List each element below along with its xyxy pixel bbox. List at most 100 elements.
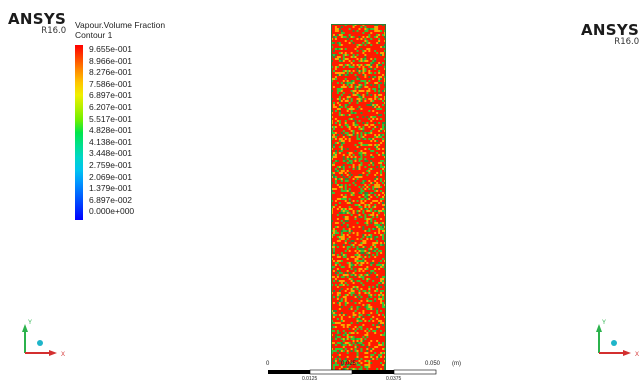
contour-cell [370, 316, 373, 319]
contour-cell [372, 252, 375, 255]
contour-cell [336, 172, 340, 175]
contour-cell [360, 42, 363, 45]
contour-cell [366, 222, 369, 225]
contour-cell [332, 292, 336, 295]
contour-cell [364, 68, 367, 71]
contour-cell [364, 344, 367, 347]
contour-cell [364, 104, 367, 107]
contour-cell [342, 230, 346, 233]
contour-cell [340, 248, 344, 251]
contour-cell [332, 82, 336, 85]
contour-cell [376, 192, 379, 195]
contour-cell [354, 356, 357, 359]
contour-cell [342, 98, 346, 101]
contour-cell [348, 54, 351, 57]
contour-cell [338, 102, 342, 105]
contour-cell [334, 34, 338, 37]
contour-cell [380, 176, 383, 179]
contour-cell [338, 72, 342, 75]
contour-cell [334, 368, 338, 371]
contour-cell [348, 274, 351, 277]
contour-cell [348, 350, 351, 353]
contour-cell [366, 274, 369, 277]
contour-cell [366, 28, 369, 31]
contour-cell [342, 274, 346, 277]
contour-cell [358, 112, 361, 115]
contour-cell [360, 62, 363, 65]
contour-cell [380, 210, 383, 213]
contour-cell [354, 318, 357, 321]
contour-cell [360, 178, 363, 181]
contour-cell [340, 54, 344, 57]
contour-cell [368, 194, 371, 197]
contour-cell [376, 180, 379, 183]
contour-cell [364, 162, 367, 165]
contour-cell [356, 252, 359, 255]
contour-cell [370, 58, 373, 61]
contour-cell [354, 230, 357, 233]
contour-cell [370, 98, 373, 101]
contour-cell [364, 200, 367, 203]
contour-cell [336, 78, 340, 81]
contour-cell [352, 282, 355, 285]
contour-cell [350, 142, 353, 145]
contour-cell [354, 340, 357, 343]
contour-cell [362, 334, 365, 337]
contour-cell [376, 78, 379, 81]
contour-cell [338, 306, 342, 309]
contour-cell [372, 134, 375, 137]
contour-cell [352, 124, 355, 127]
contour-cell [331, 258, 334, 261]
contour-cell [356, 38, 359, 41]
contour-cell [338, 274, 342, 277]
contour-cell [366, 184, 369, 187]
contour-cell [374, 48, 377, 51]
contour-cell [344, 222, 348, 225]
contour-cell [370, 124, 373, 127]
contour-cell [378, 236, 381, 239]
contour-cell [342, 172, 346, 175]
contour-cell [368, 86, 371, 89]
contour-cell [354, 128, 357, 131]
contour-cell [362, 284, 365, 287]
contour-cell [331, 30, 334, 33]
contour-cell [372, 150, 375, 153]
contour-cell [346, 254, 349, 257]
contour-cell [338, 288, 342, 291]
contour-cell [368, 130, 371, 133]
contour-cell [374, 310, 377, 313]
contour-cell [362, 366, 365, 369]
contour-cell [378, 160, 381, 163]
contour-cell [352, 140, 355, 143]
contour-cell [358, 260, 361, 263]
contour-cell [348, 268, 351, 271]
contour-cell [352, 70, 355, 73]
contour-cell [348, 324, 351, 327]
contour-cell [360, 272, 363, 275]
contour-cell [378, 162, 381, 165]
contour-cell [376, 236, 379, 239]
contour-cell [378, 330, 381, 333]
contour-cell [370, 228, 373, 231]
contour-cell [378, 28, 381, 31]
contour-cell [382, 288, 385, 291]
contour-cell [370, 172, 373, 175]
contour-cell [364, 340, 367, 343]
contour-cell [340, 124, 344, 127]
contour-cell [362, 46, 365, 49]
contour-cell [372, 66, 375, 69]
contour-cell [372, 38, 375, 41]
contour-cell [331, 40, 334, 43]
contour-cell [366, 56, 369, 59]
contour-cell [334, 90, 338, 93]
contour-cell [380, 158, 383, 161]
contour-cell [331, 240, 334, 243]
contour-cell [368, 270, 371, 273]
contour-cell [376, 38, 379, 41]
contour-cell [376, 320, 379, 323]
contour-cell [382, 318, 385, 321]
contour-cell [340, 116, 344, 119]
contour-cell [372, 282, 375, 285]
contour-cell [370, 174, 373, 177]
contour-cell [366, 298, 369, 301]
